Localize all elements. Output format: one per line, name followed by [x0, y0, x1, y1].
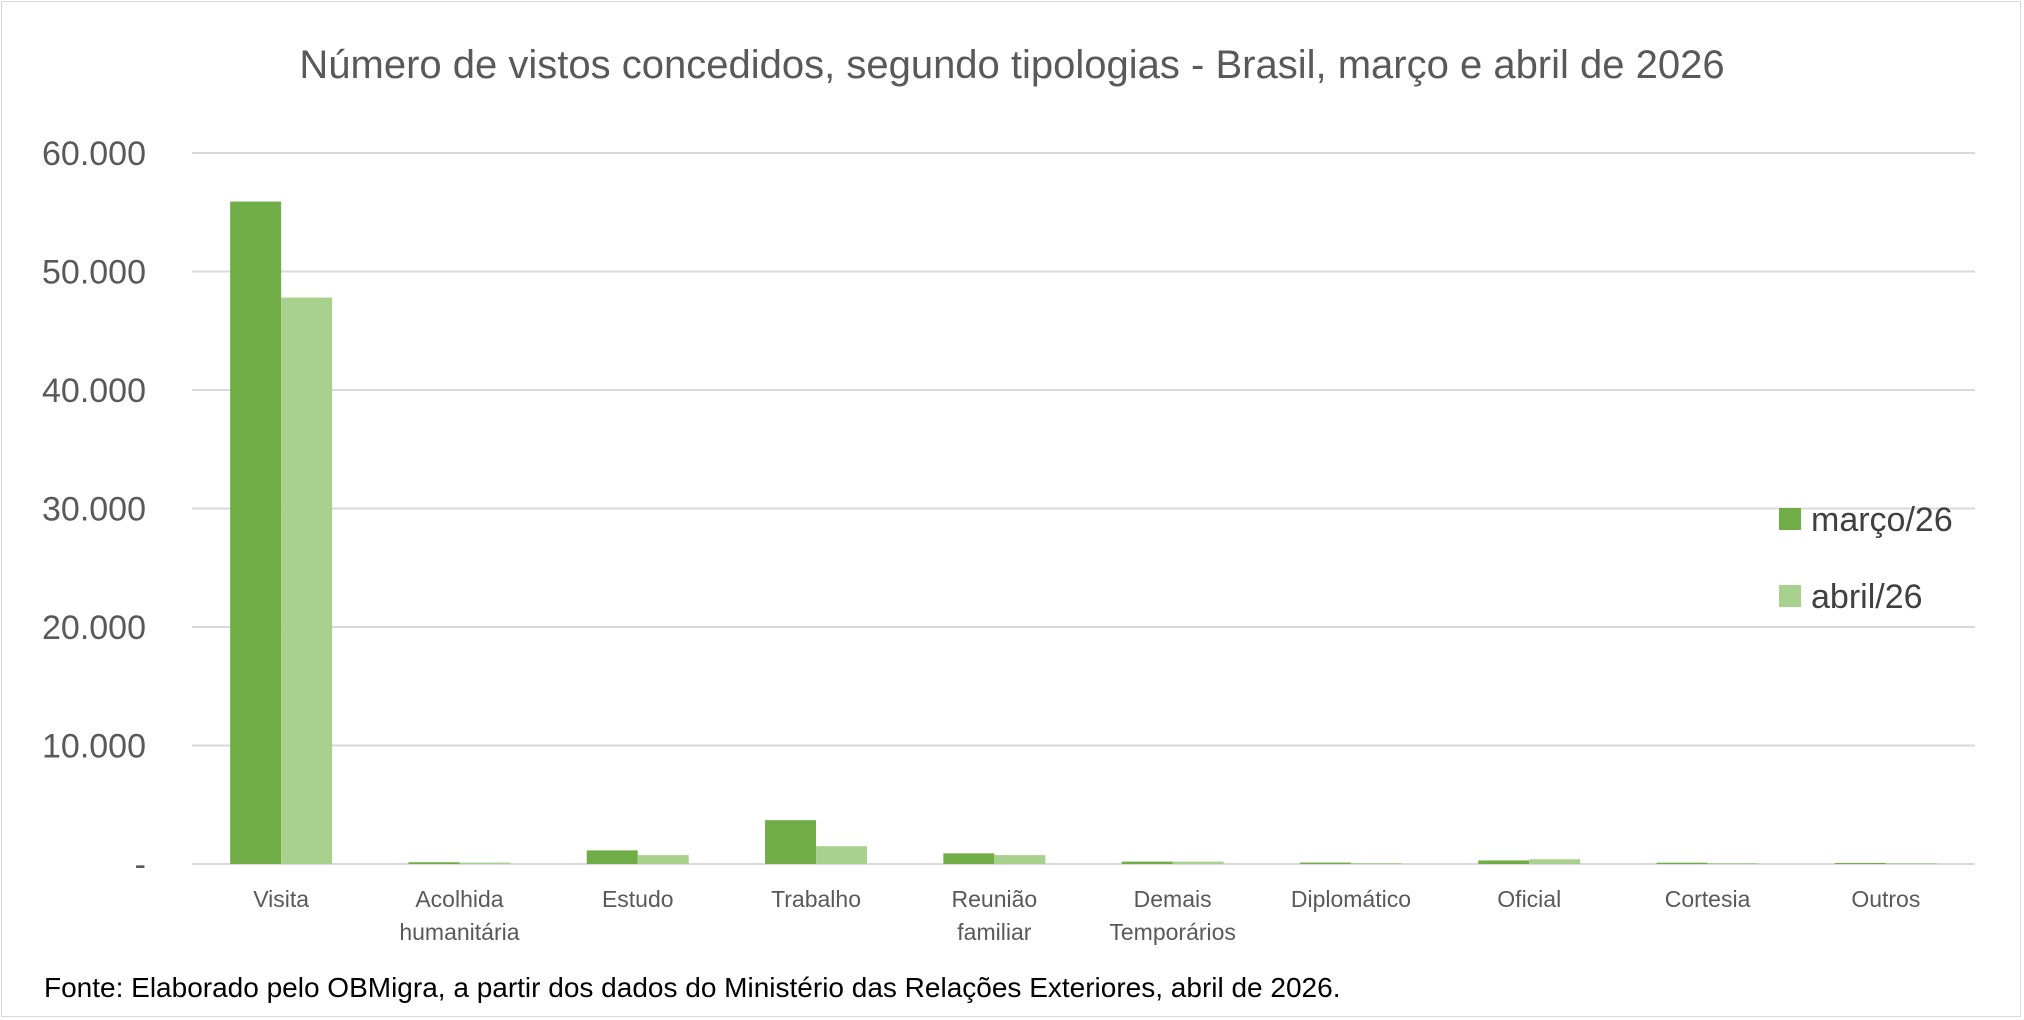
- y-tick-label: 40.000: [42, 372, 146, 410]
- y-tick-label: -: [135, 846, 146, 884]
- bar-abril: [459, 862, 511, 864]
- bar-abril: [1707, 863, 1759, 864]
- legend-swatch: [1779, 508, 1801, 530]
- x-tick-label: Outros: [1851, 886, 1920, 912]
- x-tick-label: Acolhida humanitária: [399, 886, 519, 945]
- bar-abril: [1350, 863, 1402, 864]
- bars: [230, 201, 1937, 864]
- x-axis-ticks: Visita Acolhida humanitária Estudo Trabalho R…: [253, 886, 1920, 945]
- y-tick-label: 60.000: [42, 135, 146, 173]
- bar-marco: [586, 850, 638, 864]
- bar-marco: [943, 853, 995, 864]
- x-tick-label: Visita: [253, 886, 309, 912]
- bar-abril: [1529, 859, 1581, 864]
- bar-abril: [1885, 863, 1937, 864]
- bar-marco: [230, 201, 282, 864]
- x-tick-label: Trabalho: [771, 886, 861, 912]
- bar-marco: [408, 862, 460, 864]
- y-tick-label: 20.000: [42, 609, 146, 647]
- x-tick-label: Demais Temporários: [1109, 886, 1236, 945]
- chart-title: Número de vistos concedidos, segundo tip…: [299, 43, 1724, 87]
- x-tick-label: Reunião familiar: [952, 886, 1038, 945]
- bar-marco: [765, 820, 817, 864]
- x-tick-label: Estudo: [602, 886, 674, 912]
- y-tick-label: 10.000: [42, 728, 146, 766]
- bar-marco: [1656, 862, 1708, 864]
- bar-abril: [994, 855, 1046, 864]
- x-tick-label: Oficial: [1497, 886, 1561, 912]
- bar-marco: [1121, 861, 1173, 864]
- legend-swatch: [1779, 585, 1801, 607]
- legend-label: março/26: [1811, 501, 1953, 539]
- gridlines: [192, 152, 1975, 865]
- legend: março/26 abril/26: [1779, 501, 1953, 616]
- bar-marco: [1834, 862, 1886, 864]
- bar-abril: [637, 855, 689, 864]
- x-tick-label: Diplomático: [1291, 886, 1411, 912]
- x-tick-label: Cortesia: [1665, 886, 1751, 912]
- y-tick-label: 30.000: [42, 491, 146, 529]
- bar-marco: [1478, 860, 1530, 864]
- source-footnote: Fonte: Elaborado pelo OBMigra, a partir …: [44, 972, 1341, 1003]
- bar-abril: [281, 297, 333, 864]
- bar-abril: [816, 846, 868, 864]
- y-tick-label: 50.000: [42, 254, 146, 292]
- y-axis-ticks: - 10.000 20.000 30.000 40.000 50.000 60.000: [42, 135, 146, 884]
- bar-abril: [1172, 861, 1224, 864]
- legend-label: abril/26: [1811, 578, 1923, 616]
- bar-marco: [1299, 862, 1351, 864]
